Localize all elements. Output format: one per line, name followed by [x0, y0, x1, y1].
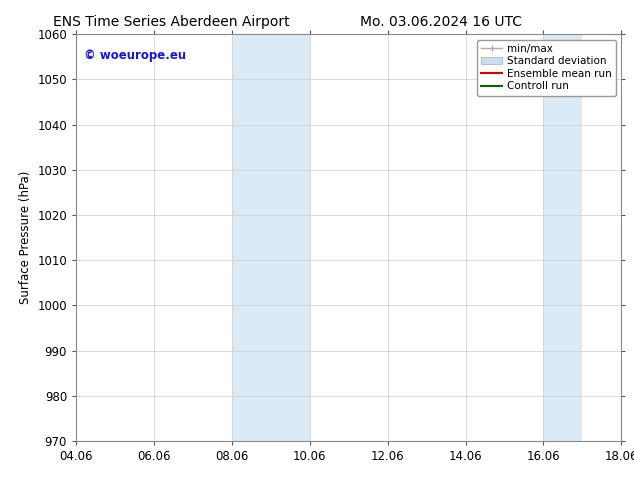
Text: Mo. 03.06.2024 16 UTC: Mo. 03.06.2024 16 UTC	[359, 15, 522, 29]
Bar	[232, 34, 310, 441]
Bar	[543, 34, 583, 441]
Legend: min/max, Standard deviation, Ensemble mean run, Controll run: min/max, Standard deviation, Ensemble me…	[477, 40, 616, 96]
Y-axis label: Surface Pressure (hPa): Surface Pressure (hPa)	[19, 171, 32, 304]
Text: © woeurope.eu: © woeurope.eu	[84, 49, 186, 62]
Text: ENS Time Series Aberdeen Airport: ENS Time Series Aberdeen Airport	[53, 15, 290, 29]
